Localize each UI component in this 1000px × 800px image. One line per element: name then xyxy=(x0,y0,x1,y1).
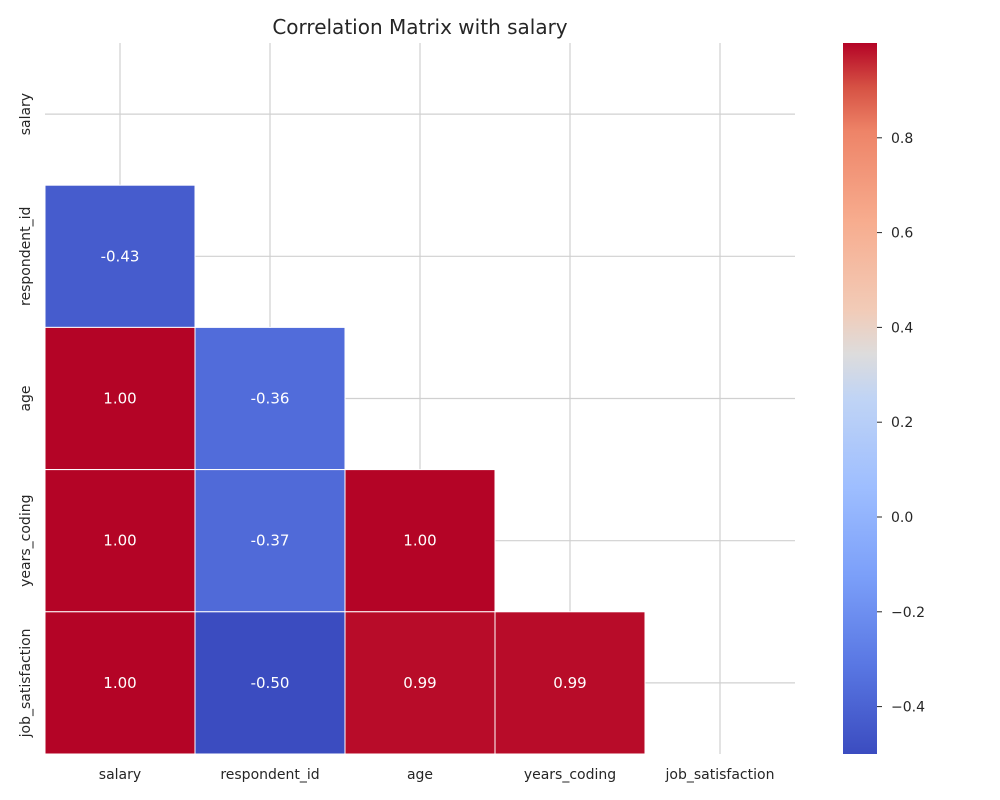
heatmap-cell xyxy=(194,611,346,755)
chart-title: Correlation Matrix with salary xyxy=(272,15,567,39)
colorbar-tick-label: −0.4 xyxy=(891,700,925,716)
heatmap-cell xyxy=(44,326,196,471)
colorbar-tick-label: 0.0 xyxy=(891,510,913,526)
x-tick-label: years_coding xyxy=(524,767,616,783)
heatmap-cell xyxy=(194,469,346,613)
y-tick-label: job_satisfaction xyxy=(18,628,34,738)
cell-value-label: 1.00 xyxy=(103,390,136,408)
cell-value-label: -0.43 xyxy=(101,247,140,265)
cell-value-label: 1.00 xyxy=(403,532,436,550)
y-tick-label: years_coding xyxy=(18,495,34,587)
colorbar-gradient xyxy=(843,43,877,754)
heatmap-cell xyxy=(344,611,496,755)
colorbar-tick-label: 0.2 xyxy=(891,415,913,431)
x-tick-label: salary xyxy=(99,767,141,783)
y-tick-label: salary xyxy=(18,93,34,135)
cell-value-label: 1.00 xyxy=(103,674,136,692)
y-tick-label: age xyxy=(18,385,34,411)
heatmap-cell xyxy=(494,611,646,755)
cell-value-label: 0.99 xyxy=(553,674,586,692)
x-tick-labels: salary respondent_id age years_coding job_sa… xyxy=(99,767,775,783)
cell-value-label: 0.99 xyxy=(403,674,436,692)
y-tick-label: respondent_id xyxy=(18,207,34,306)
cell-value-labels: -0.43 1.00 -0.36 1.00 -0.37 1.00 1.00 -0.50 0.99… xyxy=(101,247,587,692)
colorbar-tick-label: 0.8 xyxy=(891,131,913,147)
heatmap-cell xyxy=(44,611,196,755)
colorbar-tick-label: −0.2 xyxy=(891,605,925,621)
cell-value-label: 1.00 xyxy=(103,532,136,550)
cell-value-label: -0.37 xyxy=(251,532,290,550)
x-tick-label: respondent_id xyxy=(220,767,319,783)
heatmap-cell xyxy=(44,184,196,328)
heatmap-cell xyxy=(344,469,496,613)
colorbar-tick-label: 0.4 xyxy=(891,320,913,336)
cell-value-label: -0.50 xyxy=(251,674,290,692)
heatmap-cell xyxy=(44,469,196,613)
heatmap-cells xyxy=(44,184,646,755)
colorbar: −0.4 −0.2 0.0 0.2 0.4 0.6 0.8 xyxy=(843,43,925,754)
colorbar-tick-label: 0.6 xyxy=(891,226,913,242)
x-tick-label: job_satisfaction xyxy=(665,767,775,783)
cell-value-label: -0.36 xyxy=(251,390,290,408)
x-tick-label: age xyxy=(407,767,433,783)
